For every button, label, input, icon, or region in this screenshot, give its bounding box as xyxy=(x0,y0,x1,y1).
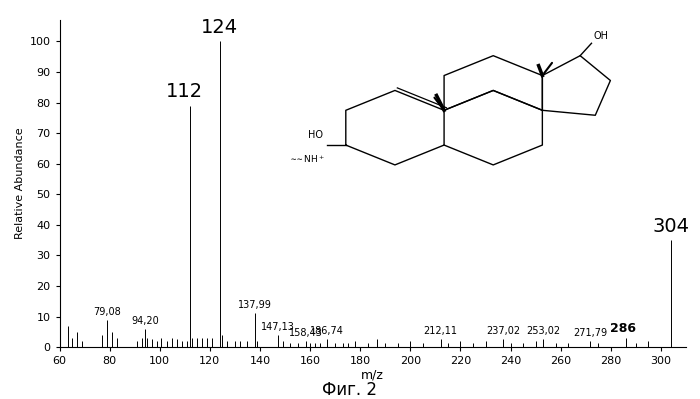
Text: 237,02: 237,02 xyxy=(486,326,520,336)
Text: $\mathtt{\sim\!\!\sim}$NH$^+$: $\mathtt{\sim\!\!\sim}$NH$^+$ xyxy=(289,154,325,166)
Text: 94,20: 94,20 xyxy=(132,316,159,326)
Text: 286: 286 xyxy=(610,322,636,335)
X-axis label: m/z: m/z xyxy=(361,369,384,382)
Text: 212,11: 212,11 xyxy=(424,326,458,336)
Text: 124: 124 xyxy=(202,18,239,37)
Text: 79,08: 79,08 xyxy=(93,306,121,316)
Text: 186,74: 186,74 xyxy=(310,326,344,336)
Text: 158,43: 158,43 xyxy=(289,328,323,338)
Y-axis label: Relative Abundance: Relative Abundance xyxy=(15,128,25,239)
Text: 271,79: 271,79 xyxy=(573,328,608,338)
Text: HO: HO xyxy=(308,130,323,140)
Text: OH: OH xyxy=(594,31,608,41)
Text: 112: 112 xyxy=(166,82,204,101)
Text: Фиг. 2: Фиг. 2 xyxy=(323,381,377,399)
Text: 137,99: 137,99 xyxy=(238,300,272,310)
Text: 253,02: 253,02 xyxy=(526,326,560,336)
Text: 147,13: 147,13 xyxy=(261,322,295,332)
Text: 304: 304 xyxy=(652,217,690,235)
